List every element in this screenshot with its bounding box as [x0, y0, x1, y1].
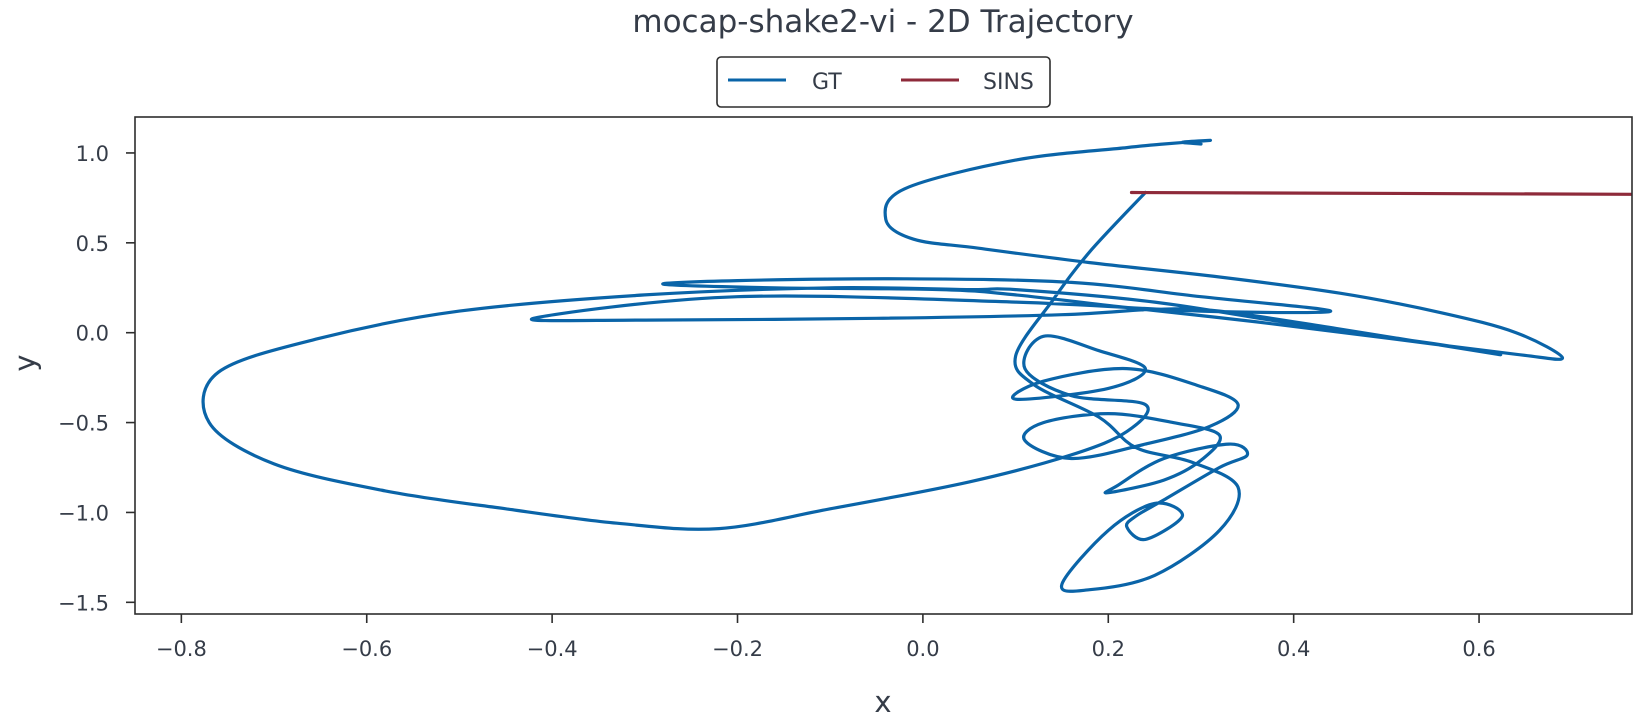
- y-tick-label: 1.0: [76, 142, 109, 166]
- x-tick-label: 0.6: [1462, 637, 1495, 661]
- x-tick-label: 0.4: [1277, 637, 1310, 661]
- y-tick-label: 0.5: [76, 232, 109, 256]
- y-tick-label: −1.0: [58, 501, 109, 525]
- x-tick-label: −0.2: [712, 637, 763, 661]
- x-tick-label: 0.0: [906, 637, 939, 661]
- y-tick-label: −1.5: [58, 591, 109, 615]
- x-axis: −0.8 −0.6 −0.4 −0.2 0.0 0.2 0.4 0.6: [156, 614, 1496, 661]
- x-tick-label: −0.6: [341, 637, 392, 661]
- x-axis-label: x: [874, 685, 891, 719]
- legend-label-sins: SINS: [983, 70, 1034, 95]
- x-tick-label: −0.4: [527, 637, 578, 661]
- y-axis-label: y: [8, 354, 42, 371]
- series-line-sins: [1129, 190, 1632, 196]
- x-tick-label: −0.8: [156, 637, 207, 661]
- y-tick-label: −0.5: [58, 412, 109, 436]
- y-axis: 1.0 0.5 0.0 −0.5 −1.0 −1.5: [58, 142, 135, 615]
- x-tick-label: 0.2: [1092, 637, 1125, 661]
- legend-box: [716, 56, 1051, 108]
- series-line-gt: [201, 138, 1565, 593]
- y-tick-label: 0.0: [76, 322, 109, 346]
- plot-area-frame: [134, 116, 1633, 615]
- series-layer: [201, 138, 1632, 593]
- chart-title: mocap-shake2-vi - 2D Trajectory: [632, 4, 1133, 40]
- legend-label-gt: GT: [812, 70, 842, 95]
- legend: GT SINS: [716, 56, 1051, 108]
